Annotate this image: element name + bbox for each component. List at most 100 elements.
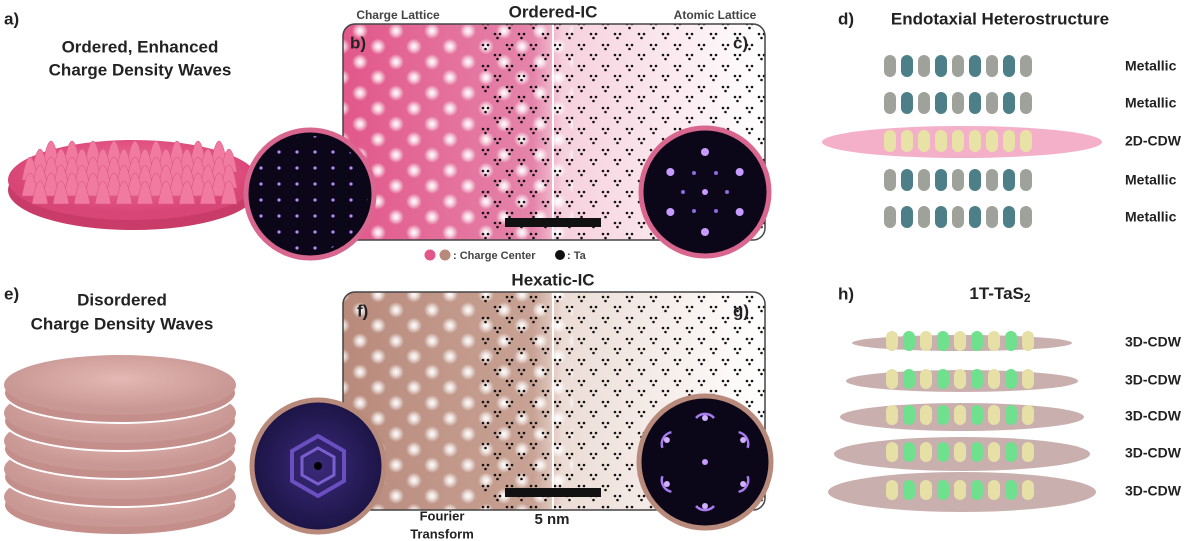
rod bbox=[986, 55, 998, 77]
caption: Fourier bbox=[420, 508, 465, 523]
panel-title: Disordered bbox=[77, 290, 167, 309]
rod bbox=[886, 442, 898, 462]
panel-label: h) bbox=[838, 284, 854, 303]
rod bbox=[884, 169, 896, 191]
rod bbox=[1022, 480, 1034, 500]
rod bbox=[937, 480, 949, 500]
rod bbox=[969, 55, 981, 77]
fft-spot bbox=[666, 208, 675, 216]
frame bbox=[342, 23, 766, 241]
cdw-peak bbox=[157, 180, 175, 205]
rod bbox=[971, 442, 983, 462]
rod bbox=[937, 405, 949, 425]
fft-spot bbox=[666, 168, 675, 176]
rod bbox=[1022, 442, 1034, 462]
layer-label: Metallic bbox=[1125, 58, 1177, 74]
bulk-stack bbox=[828, 331, 1096, 512]
rod bbox=[971, 331, 983, 351]
fft-spot bbox=[740, 481, 747, 487]
rod bbox=[901, 92, 913, 114]
fft-spot bbox=[740, 437, 747, 443]
fft-arc bbox=[695, 505, 715, 512]
rod bbox=[1020, 92, 1032, 114]
fft-center bbox=[314, 462, 322, 470]
layer-label: 3D-CDW bbox=[1125, 334, 1182, 350]
rod bbox=[903, 369, 915, 389]
rod bbox=[918, 55, 930, 77]
rod bbox=[1005, 480, 1017, 500]
fft-spot bbox=[725, 190, 729, 194]
rod bbox=[988, 480, 1000, 500]
rod bbox=[1022, 331, 1034, 351]
rod bbox=[954, 405, 966, 425]
caption: Atomic Lattice bbox=[674, 8, 757, 22]
layer-label: Metallic bbox=[1125, 209, 1177, 225]
rod bbox=[1022, 369, 1034, 389]
rod bbox=[1003, 130, 1015, 152]
rod bbox=[1020, 169, 1032, 191]
rod bbox=[937, 442, 949, 462]
rod bbox=[886, 405, 898, 425]
fft-spot bbox=[702, 503, 708, 509]
rod bbox=[901, 55, 913, 77]
rod bbox=[1022, 405, 1034, 425]
rod bbox=[952, 92, 964, 114]
rod bbox=[920, 369, 932, 389]
fft-spot bbox=[702, 459, 708, 465]
legend-swatch bbox=[438, 248, 452, 262]
rod bbox=[988, 442, 1000, 462]
rod bbox=[971, 369, 983, 389]
rod bbox=[918, 169, 930, 191]
panel-label: d) bbox=[838, 9, 854, 28]
rod bbox=[986, 169, 998, 191]
fft-spot bbox=[702, 189, 708, 195]
rod bbox=[901, 206, 913, 228]
panel-label: e) bbox=[4, 284, 19, 303]
rod bbox=[920, 442, 932, 462]
rod bbox=[937, 369, 949, 389]
rod bbox=[1005, 331, 1017, 351]
rod bbox=[935, 206, 947, 228]
legend-text: : Charge Center bbox=[453, 250, 536, 262]
rod bbox=[952, 130, 964, 152]
rod bbox=[935, 92, 947, 114]
fft-spot bbox=[663, 481, 670, 487]
rod bbox=[1003, 206, 1015, 228]
panel-title: Ordered-IC bbox=[509, 2, 598, 21]
fft-ring bbox=[300, 446, 336, 486]
title-main: 1T-TaS bbox=[969, 284, 1023, 303]
fft-arc bbox=[660, 475, 672, 494]
cdw-peak bbox=[73, 180, 91, 205]
layer-label: 3D-CDW bbox=[1125, 372, 1182, 388]
cdw-peak bbox=[94, 180, 112, 205]
rod bbox=[969, 206, 981, 228]
fft-spot bbox=[701, 148, 709, 156]
fft-spots bbox=[666, 148, 744, 236]
rod bbox=[988, 331, 1000, 351]
rod bbox=[952, 206, 964, 228]
cdw-peak bbox=[136, 180, 154, 205]
rod bbox=[901, 130, 913, 152]
scale-label: 5 nm bbox=[534, 511, 569, 528]
panel-title: Charge Density Waves bbox=[49, 60, 232, 79]
rod bbox=[918, 206, 930, 228]
cdw-peak bbox=[220, 180, 238, 205]
rod bbox=[988, 369, 1000, 389]
fft-spot bbox=[681, 190, 685, 194]
rod bbox=[884, 206, 896, 228]
caption: Transform bbox=[410, 526, 474, 541]
cdw-peak bbox=[52, 180, 70, 205]
rod bbox=[903, 405, 915, 425]
rod bbox=[952, 55, 964, 77]
cdw-layer bbox=[4, 355, 236, 415]
cdw-stack bbox=[3, 355, 237, 536]
rod bbox=[986, 206, 998, 228]
layer-label: 3D-CDW bbox=[1125, 445, 1182, 461]
rod bbox=[920, 480, 932, 500]
cdw-peak bbox=[199, 180, 217, 205]
fft-spot bbox=[702, 415, 708, 421]
panel-title: Charge Density Waves bbox=[31, 314, 214, 333]
rod bbox=[884, 130, 896, 152]
rod bbox=[901, 169, 913, 191]
